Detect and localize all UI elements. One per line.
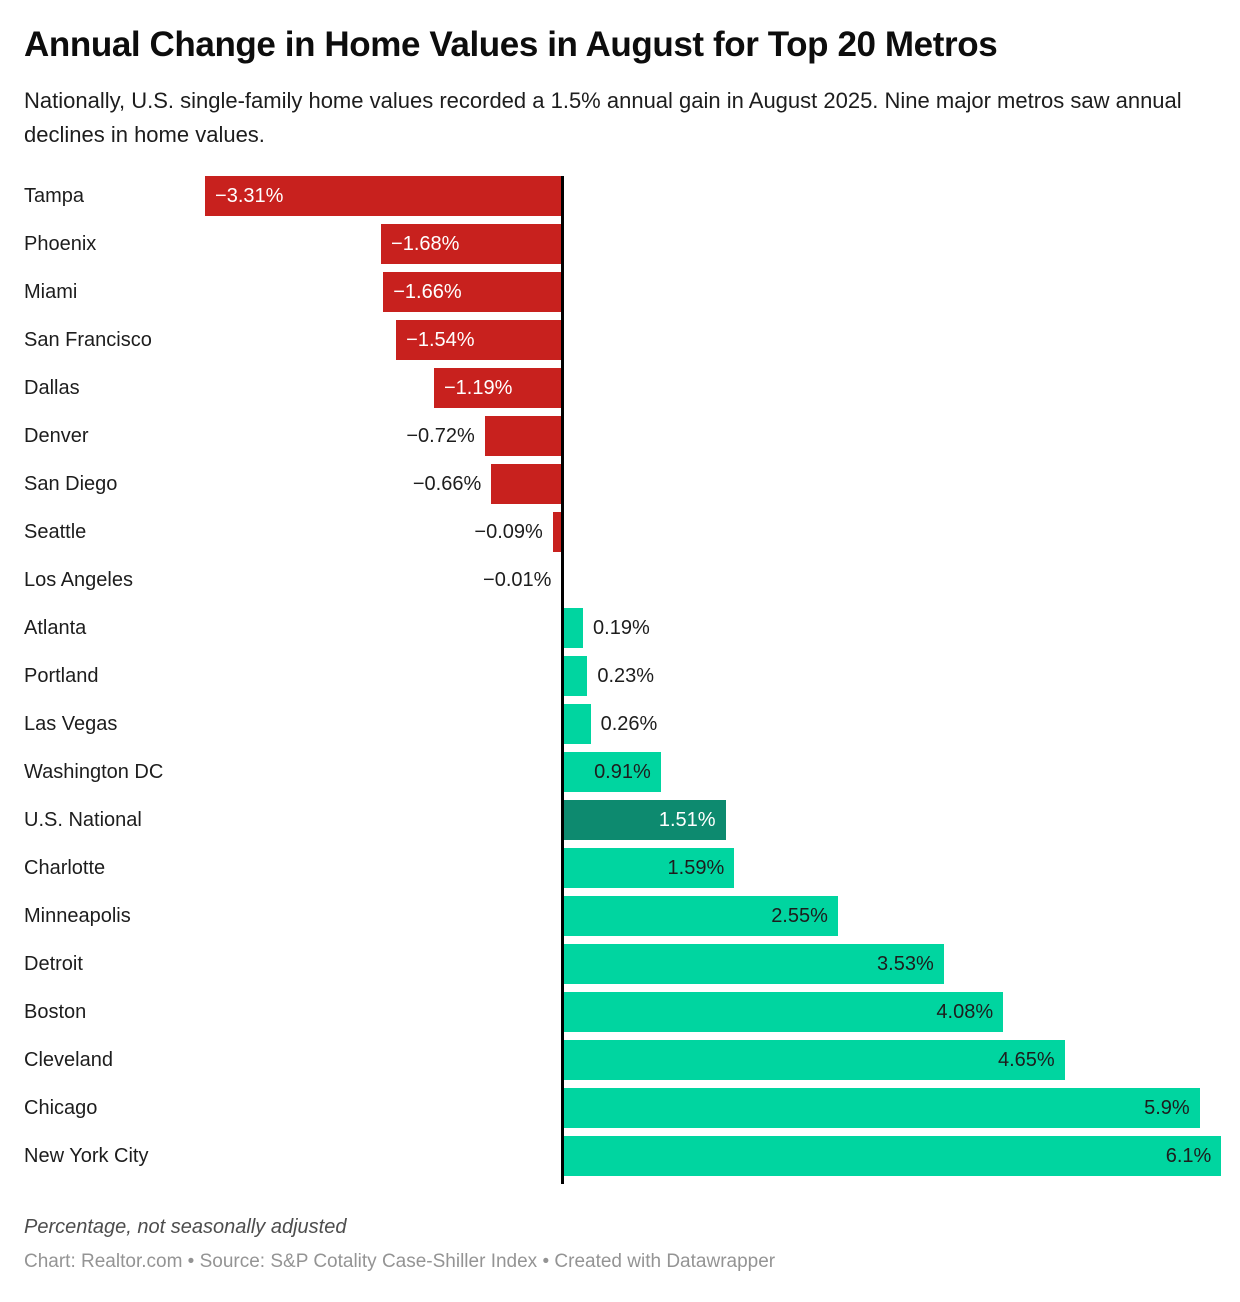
bar-new-york-city[interactable]: [562, 1136, 1222, 1177]
value-label-boston: 4.08%: [936, 1001, 994, 1024]
bar-charlotte[interactable]: [562, 848, 735, 889]
bar-atlanta[interactable]: [562, 608, 584, 649]
bar-chart-plot: Tampa −3.31% Phoenix −1.68% Miami −1.66% San F…: [0, 176, 1240, 1185]
bar-row-los-angeles: Los Angeles −0.01%: [0, 560, 1240, 608]
bar-miami[interactable]: [383, 272, 563, 313]
bar-denver[interactable]: [484, 416, 563, 457]
bar-row-seattle: Seattle −0.09%: [0, 512, 1240, 560]
category-label-san-francisco: San Francisco: [24, 329, 152, 352]
category-label-chicago: Chicago: [24, 1097, 98, 1120]
value-label-washington-dc: 0.91%: [594, 761, 651, 784]
category-label-miami: Miami: [24, 281, 78, 304]
category-label-las-vegas: Las Vegas: [24, 713, 118, 736]
category-label-san-diego: San Diego: [24, 473, 118, 496]
bar-row-chicago: Chicago 5.9%: [0, 1088, 1240, 1136]
value-label-los-angeles: −0.01%: [483, 569, 552, 592]
value-label-miami: −1.66%: [393, 281, 462, 304]
value-label-chicago: 5.9%: [1144, 1097, 1190, 1120]
bar-row-tampa: Tampa −3.31%: [0, 176, 1240, 224]
category-label-atlanta: Atlanta: [24, 617, 87, 640]
category-label-tampa: Tampa: [24, 185, 85, 208]
category-label-minneapolis: Minneapolis: [24, 905, 131, 928]
value-label-dallas: −1.19%: [443, 377, 513, 400]
value-label-phoenix: −1.68%: [391, 233, 460, 256]
chart-subtitle: Nationally, U.S. single-family home valu…: [24, 88, 1182, 148]
bar-u-s-national[interactable]: [562, 800, 726, 841]
bar-row-phoenix: Phoenix −1.68%: [0, 224, 1240, 272]
value-label-seattle: −0.09%: [474, 521, 543, 544]
chart-footnote: Percentage, not seasonally adjusted: [24, 1216, 347, 1239]
bar-tampa[interactable]: [205, 176, 563, 217]
bar-detroit[interactable]: [562, 944, 944, 985]
bar-row-atlanta: Atlanta 0.19%: [0, 608, 1240, 656]
bar-row-detroit: Detroit 3.53%: [0, 944, 1240, 992]
value-label-detroit: 3.53%: [877, 953, 934, 976]
value-label-tampa: −3.31%: [215, 185, 284, 208]
bar-seattle[interactable]: [552, 512, 563, 553]
bar-row-boston: Boston 4.08%: [0, 992, 1240, 1040]
bar-row-u-s-national: U.S. National 1.51%: [0, 800, 1240, 848]
category-label-washington-dc: Washington DC: [24, 761, 164, 784]
bar-row-portland: Portland 0.23%: [0, 656, 1240, 704]
value-label-las-vegas: 0.26%: [600, 713, 658, 736]
bar-san-diego[interactable]: [491, 464, 563, 505]
bar-san-francisco[interactable]: [396, 320, 563, 361]
bar-phoenix[interactable]: [381, 224, 563, 265]
chart-title: Annual Change in Home Values in August f…: [24, 25, 998, 64]
bar-row-denver: Denver −0.72%: [0, 416, 1240, 464]
bar-boston[interactable]: [562, 992, 1004, 1033]
value-label-charlotte: 1.59%: [667, 857, 725, 880]
bar-row-new-york-city: New York City 6.1%: [0, 1136, 1240, 1184]
category-label-dallas: Dallas: [24, 377, 80, 400]
bar-chicago[interactable]: [562, 1088, 1200, 1129]
chart-source-line: Chart: Realtor.com • Source: S&P Cotalit…: [24, 1251, 776, 1273]
bar-portland[interactable]: [562, 656, 588, 697]
value-label-portland: 0.23%: [597, 665, 655, 688]
value-label-minneapolis: 2.55%: [771, 905, 828, 928]
category-label-u-s-national: U.S. National: [24, 809, 142, 832]
category-label-detroit: Detroit: [24, 953, 83, 976]
zero-axis-line: [561, 176, 564, 1185]
bar-row-cleveland: Cleveland 4.65%: [0, 1040, 1240, 1088]
category-label-charlotte: Charlotte: [24, 857, 106, 880]
bar-row-charlotte: Charlotte 1.59%: [0, 848, 1240, 896]
category-label-boston: Boston: [24, 1001, 87, 1024]
bar-las-vegas[interactable]: [562, 704, 591, 745]
bar-row-dallas: Dallas −1.19%: [0, 368, 1240, 416]
category-label-portland: Portland: [24, 665, 99, 688]
value-label-new-york-city: 6.1%: [1165, 1145, 1212, 1168]
bar-row-minneapolis: Minneapolis 2.55%: [0, 896, 1240, 944]
value-label-san-diego: −0.66%: [412, 473, 482, 496]
category-label-seattle: Seattle: [24, 521, 87, 544]
chart-header: Annual Change in Home Values in August f…: [0, 0, 1240, 152]
value-label-denver: −0.72%: [406, 425, 475, 448]
category-label-cleveland: Cleveland: [24, 1049, 113, 1072]
bar-cleveland[interactable]: [562, 1040, 1065, 1081]
bar-row-las-vegas: Las Vegas 0.26%: [0, 704, 1240, 752]
category-label-phoenix: Phoenix: [24, 233, 97, 256]
category-label-new-york-city: New York City: [24, 1145, 149, 1168]
value-label-san-francisco: −1.54%: [406, 329, 475, 352]
bar-row-san-diego: San Diego −0.66%: [0, 464, 1240, 512]
category-label-denver: Denver: [24, 425, 89, 448]
value-label-u-s-national: 1.51%: [658, 809, 716, 832]
bar-row-washington-dc: Washington DC 0.91%: [0, 752, 1240, 800]
bar-washington-dc[interactable]: [562, 752, 661, 793]
bar-row-san-francisco: San Francisco −1.54%: [0, 320, 1240, 368]
bar-minneapolis[interactable]: [562, 896, 838, 937]
bar-row-miami: Miami −1.66%: [0, 272, 1240, 320]
bar-dallas[interactable]: [433, 368, 563, 409]
category-label-los-angeles: Los Angeles: [24, 569, 133, 592]
value-label-cleveland: 4.65%: [997, 1049, 1055, 1072]
value-label-atlanta: 0.19%: [593, 617, 650, 640]
